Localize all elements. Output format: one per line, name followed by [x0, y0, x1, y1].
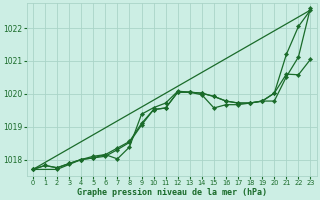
X-axis label: Graphe pression niveau de la mer (hPa): Graphe pression niveau de la mer (hPa): [77, 188, 267, 197]
